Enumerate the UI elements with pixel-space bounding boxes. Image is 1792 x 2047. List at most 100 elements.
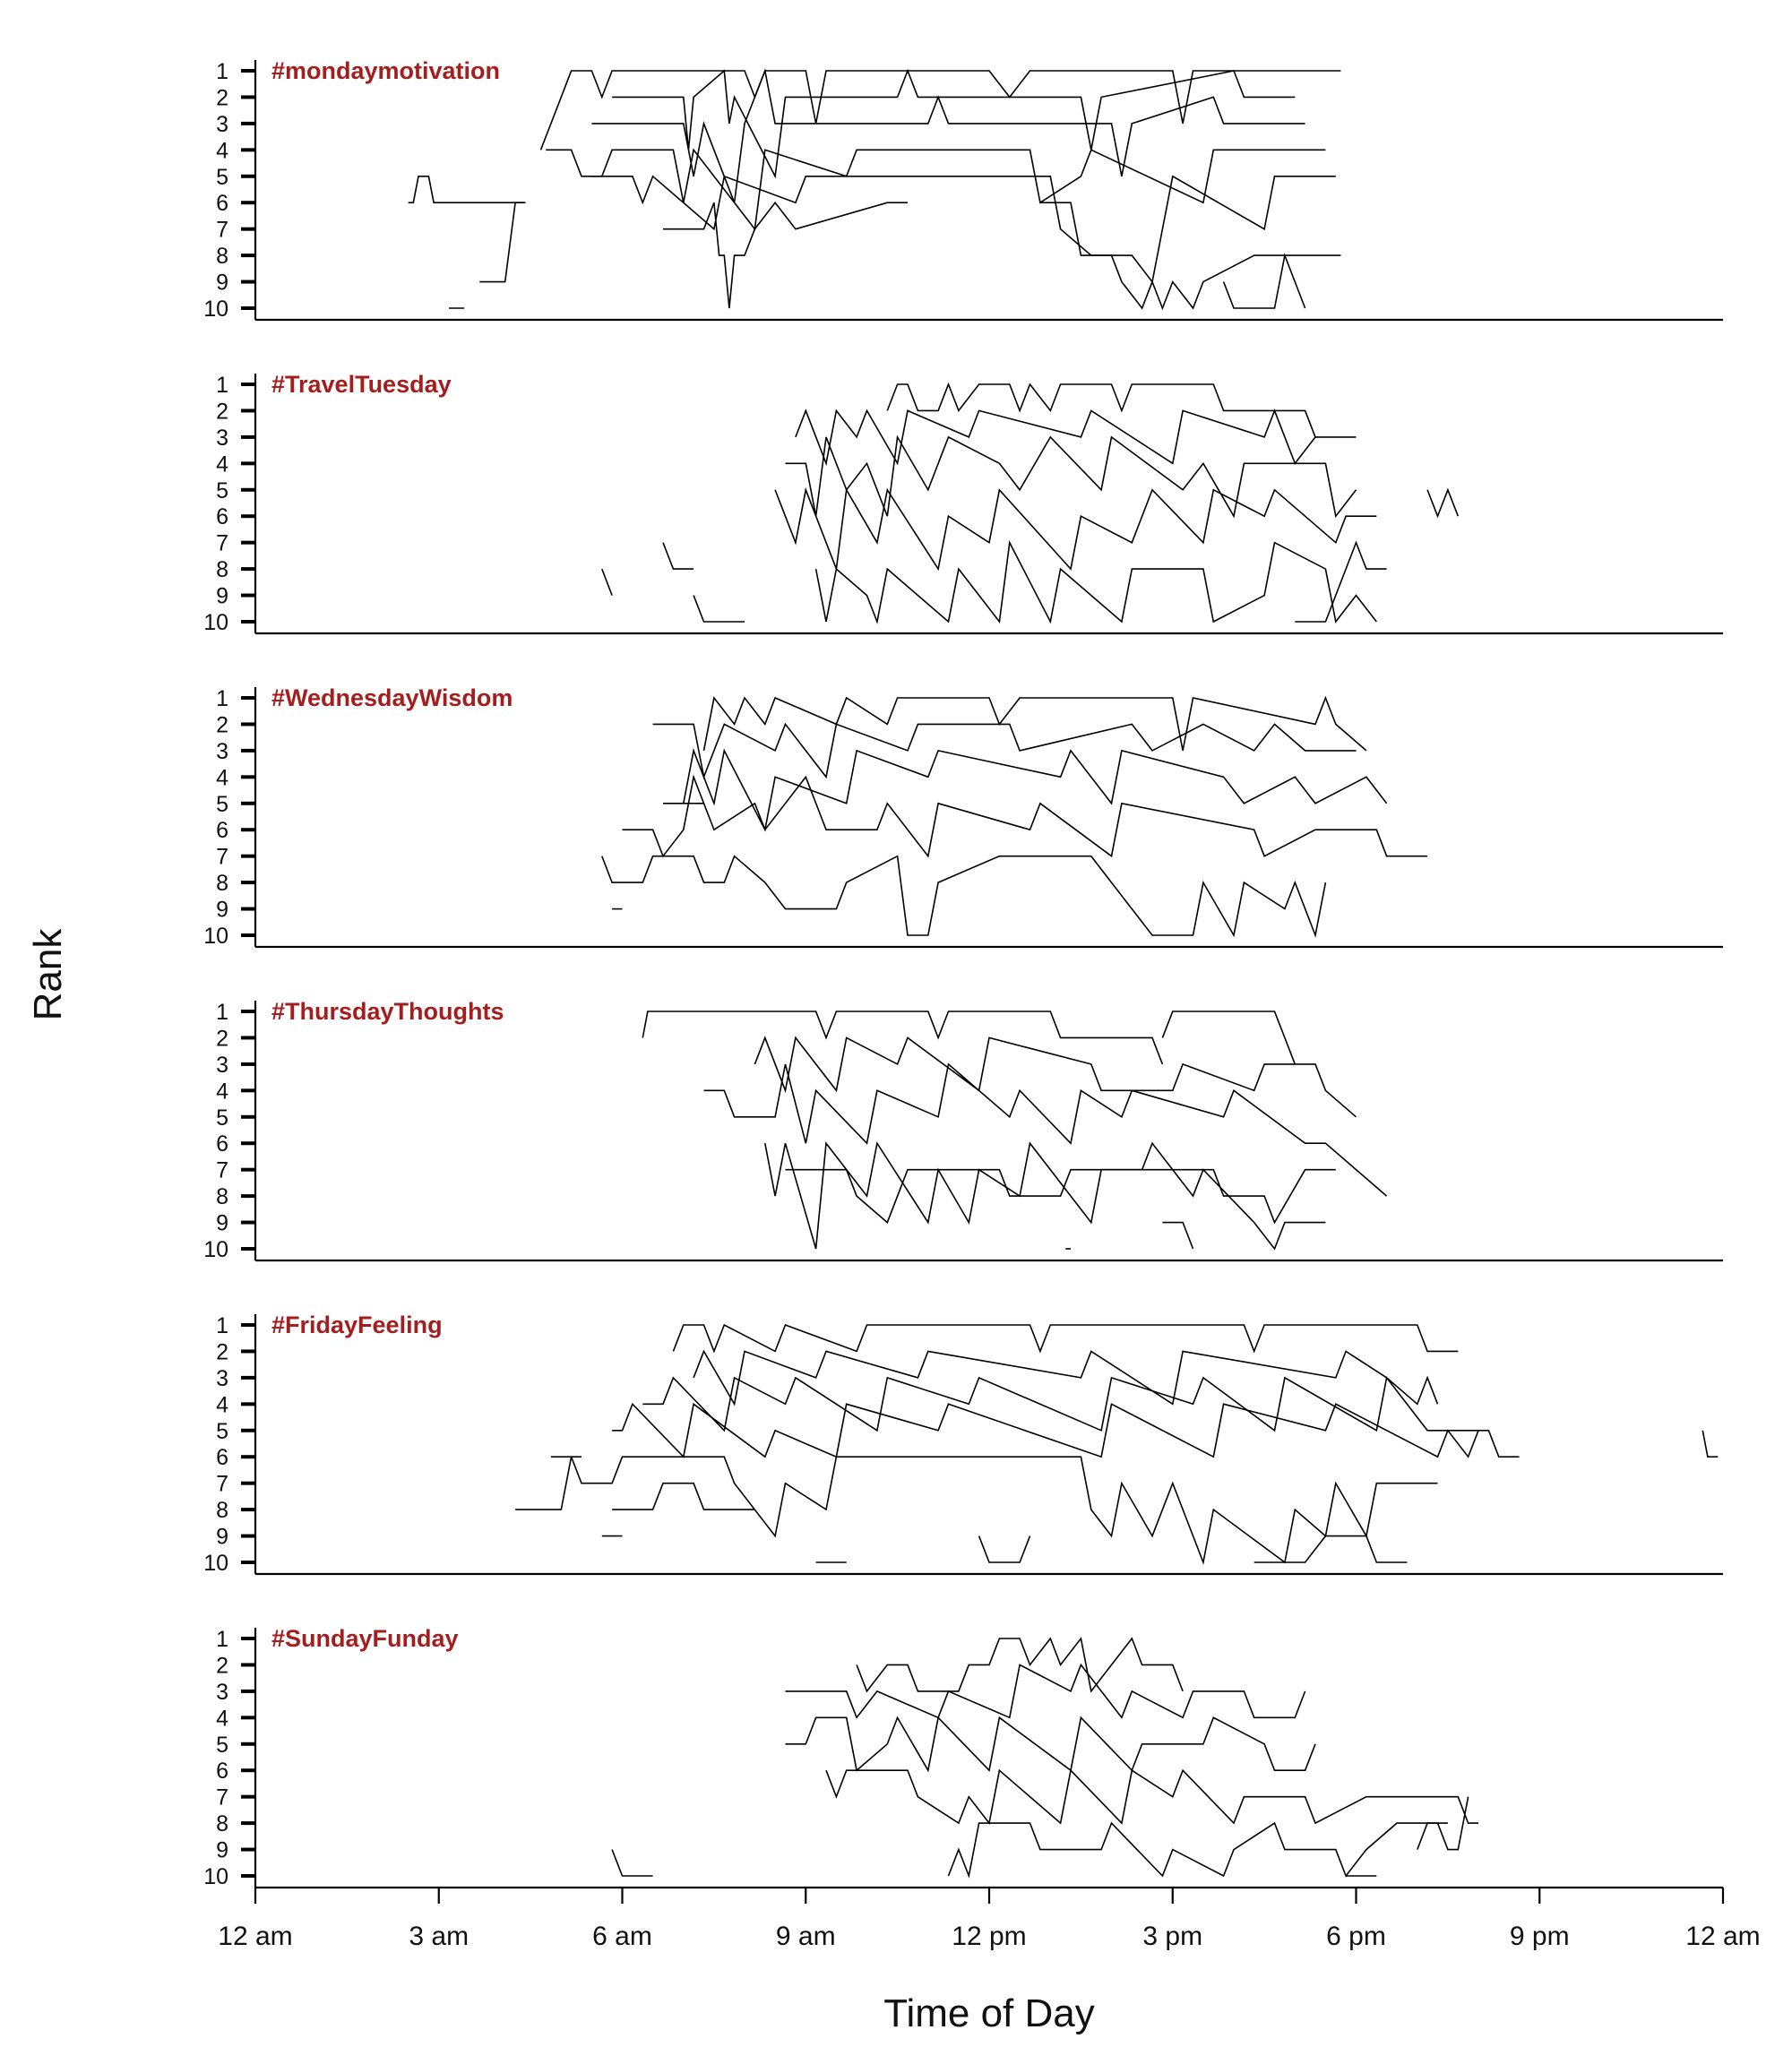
x-tick-label: 9 pm <box>1510 1922 1570 1951</box>
series-line <box>693 595 745 623</box>
series-line <box>785 1716 1316 1773</box>
y-tick-label: 10 <box>203 297 228 322</box>
series-line <box>612 1482 755 1510</box>
y-tick-label: 1 <box>216 1000 228 1025</box>
y-tick-label: 10 <box>203 610 228 635</box>
y-tick-label: 2 <box>216 1339 228 1364</box>
y-tick-label: 5 <box>216 1733 228 1758</box>
x-axis-title: Time of Day <box>883 1991 1095 2035</box>
y-tick-label: 5 <box>216 478 228 503</box>
series-line <box>672 1323 1459 1354</box>
series-line <box>1702 1430 1719 1458</box>
series-line <box>1162 1221 1194 1250</box>
series-line <box>683 748 1388 832</box>
panel-title: #ThursdayThoughts <box>271 998 504 1025</box>
y-tick-label: 1 <box>216 686 228 711</box>
series-line <box>479 202 526 283</box>
y-tick-label: 9 <box>216 1525 228 1550</box>
y-tick-label: 8 <box>216 1498 228 1523</box>
series-line <box>652 722 1357 780</box>
panel-title: #WednesdayWisdom <box>271 684 513 711</box>
series-line <box>1426 487 1460 519</box>
series-line <box>947 1796 1469 1879</box>
x-tick-label: 12 am <box>218 1922 292 1951</box>
y-tick-label: 1 <box>216 1313 228 1338</box>
series-line <box>611 1849 653 1877</box>
series-line <box>886 382 1316 438</box>
series-line <box>662 542 694 570</box>
y-tick-label: 10 <box>203 1551 228 1576</box>
series-line <box>702 695 1367 752</box>
y-tick-label: 6 <box>216 1445 228 1470</box>
y-tick-label: 8 <box>216 871 228 896</box>
y-tick-label: 10 <box>203 1864 228 1889</box>
series-line <box>814 540 1377 624</box>
y-tick-label: 7 <box>216 845 228 870</box>
y-tick-label: 6 <box>216 1131 228 1157</box>
y-tick-label: 6 <box>216 504 228 529</box>
y-tick-label: 8 <box>216 1811 228 1836</box>
y-tick-label: 4 <box>216 1706 228 1731</box>
series-line <box>546 148 1326 231</box>
y-tick-label: 7 <box>216 218 228 243</box>
y-tick-label: 3 <box>216 1366 228 1391</box>
series-line <box>693 1349 1439 1406</box>
y-tick-label: 7 <box>216 531 228 556</box>
y-tick-label: 3 <box>216 1053 228 1078</box>
y-tick-label: 2 <box>216 1026 228 1051</box>
y-tick-label: 9 <box>216 584 228 609</box>
y-tick-label: 2 <box>216 1653 228 1678</box>
series-line <box>754 1036 1357 1118</box>
series-line <box>785 1168 1336 1225</box>
series-line <box>1254 1535 1408 1563</box>
y-tick-label: 6 <box>216 1759 228 1784</box>
y-tick-label: 7 <box>216 1472 228 1497</box>
series-line <box>408 176 526 203</box>
series-line <box>856 1637 1184 1693</box>
panel-title: #mondaymotivation <box>271 57 500 84</box>
y-tick-label: 2 <box>216 85 228 110</box>
y-tick-label: 8 <box>216 244 228 269</box>
y-tick-label: 4 <box>216 1079 228 1104</box>
y-tick-label: 1 <box>216 1627 228 1652</box>
x-tick-label: 12 pm <box>952 1922 1026 1951</box>
y-tick-label: 2 <box>216 399 228 424</box>
y-tick-label: 3 <box>216 739 228 764</box>
y-tick-label: 3 <box>216 426 228 451</box>
y-tick-label: 2 <box>216 712 228 737</box>
y-tick-label: 6 <box>216 191 228 216</box>
x-tick-label: 3 pm <box>1142 1922 1202 1951</box>
y-tick-label: 3 <box>216 1680 228 1705</box>
y-tick-label: 10 <box>203 924 228 949</box>
y-tick-label: 8 <box>216 557 228 582</box>
y-tick-label: 10 <box>203 1237 228 1262</box>
series-line <box>785 434 1357 519</box>
series-line <box>622 774 1428 858</box>
series-line <box>703 1062 1388 1197</box>
y-tick-label: 6 <box>216 818 228 843</box>
y-tick-label: 5 <box>216 165 228 190</box>
panel-title: #FridayFeeling <box>271 1312 443 1338</box>
series-line <box>785 1663 1306 1719</box>
x-tick-label: 6 pm <box>1326 1922 1386 1951</box>
y-tick-label: 4 <box>216 452 228 477</box>
series-line <box>550 1456 1438 1565</box>
series-line <box>774 486 1377 572</box>
y-tick-label: 9 <box>216 898 228 923</box>
series-line <box>978 1535 1031 1563</box>
series-line <box>1039 202 1341 311</box>
series-line <box>1161 1011 1297 1065</box>
series-line <box>612 68 1296 179</box>
y-tick-label: 9 <box>216 271 228 296</box>
series-line <box>539 70 1341 151</box>
x-tick-label: 3 am <box>409 1922 469 1951</box>
y-tick-label: 5 <box>216 792 228 817</box>
y-tick-label: 3 <box>216 112 228 137</box>
y-tick-label: 4 <box>216 138 228 163</box>
y-tick-label: 7 <box>216 1158 228 1183</box>
series-line <box>612 1402 1479 1458</box>
series-line <box>591 68 1305 203</box>
y-axis-title: Rank <box>26 928 70 1021</box>
y-tick-label: 4 <box>216 765 228 790</box>
